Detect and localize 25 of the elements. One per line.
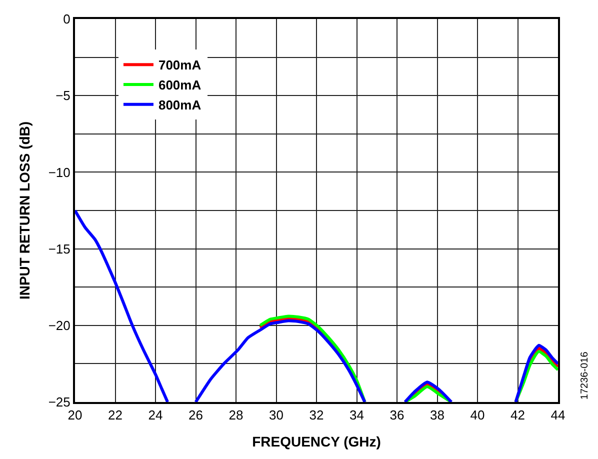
y-tick-label: −5 xyxy=(56,88,70,104)
x-tick-label: 26 xyxy=(188,408,203,423)
legend-label: 600mA xyxy=(158,78,202,93)
y-axis-title: INPUT RETURN LOSS (dB) xyxy=(16,121,32,300)
x-tick-label: 22 xyxy=(108,408,122,423)
y-tick-label: −10 xyxy=(48,164,70,180)
x-tick-label: 30 xyxy=(269,408,284,423)
y-tick-label: −25 xyxy=(48,394,70,410)
x-tick-label: 36 xyxy=(390,408,404,423)
legend-label: 700mA xyxy=(158,58,202,73)
x-axis-title: FREQUENCY (GHz) xyxy=(252,433,381,450)
x-tick-label: 24 xyxy=(148,408,163,423)
y-tick-label: 0 xyxy=(63,12,70,27)
x-tick-label: 38 xyxy=(430,408,444,423)
y-tick-label: −15 xyxy=(48,241,70,256)
x-tick-label: 44 xyxy=(550,408,566,423)
x-tick-label: 28 xyxy=(228,408,244,423)
text: 17236-016 xyxy=(580,351,591,400)
legend-label: 800mA xyxy=(158,97,202,112)
x-tick-label: 34 xyxy=(350,408,364,423)
y-tick-label: −20 xyxy=(48,318,70,333)
x-tick-label: 32 xyxy=(309,408,324,423)
x-tick-label: 20 xyxy=(68,408,82,423)
x-tick-label: 40 xyxy=(470,408,485,423)
x-tick-label: 42 xyxy=(510,408,525,423)
